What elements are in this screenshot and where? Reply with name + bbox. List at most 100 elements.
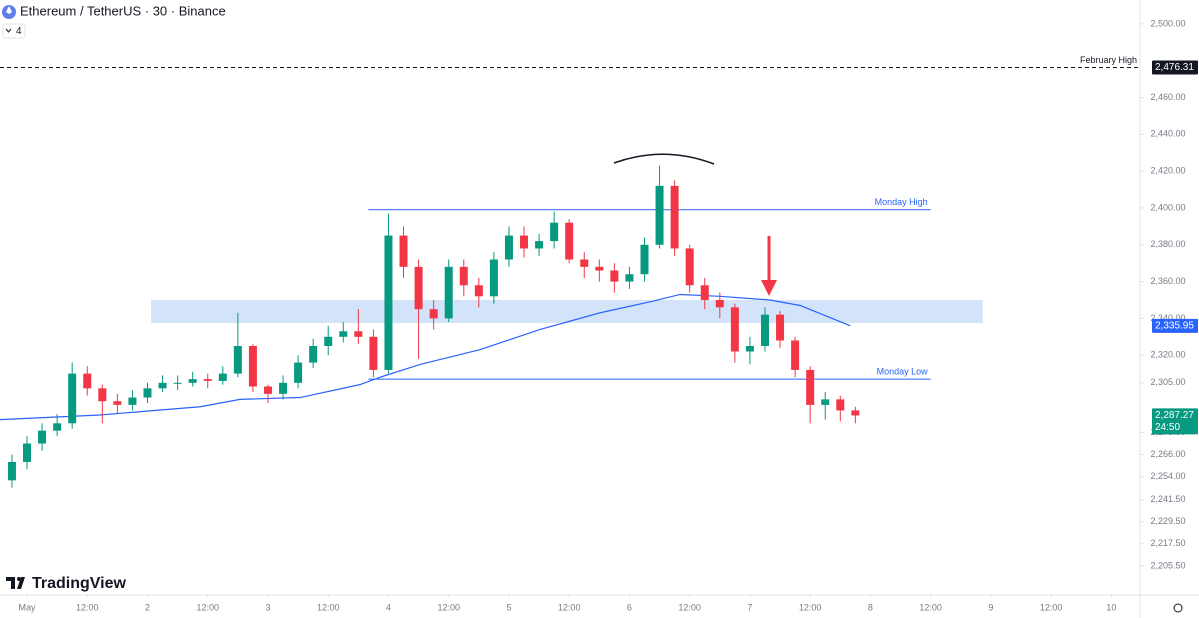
indicator-toggle[interactable]: [2, 23, 26, 39]
candle-body: [309, 345, 318, 363]
price-tag-label: 2,476.31: [1155, 62, 1194, 73]
candle-body: [685, 248, 694, 286]
x-tick-label: 12:00: [919, 602, 942, 612]
candle-body: [369, 336, 378, 370]
candle-body: [730, 307, 739, 352]
eth-glyph: [6, 6, 12, 14]
y-tick-label: 2,380.00: [1150, 239, 1185, 249]
y-tick-label: 2,266.00: [1150, 449, 1185, 459]
axes: 2,500.00 2,460.00 2,440.00 2,420.00 2,400.00…: [0, 18, 1199, 612]
x-tick-label: 12:00: [76, 602, 99, 612]
candle-body: [459, 266, 468, 286]
candle-body: [113, 401, 122, 405]
candle-body: [339, 331, 348, 337]
candle-body: [550, 222, 559, 242]
candle-body: [173, 382, 182, 384]
candle-body: [489, 259, 498, 297]
x-tick-label: 3: [265, 602, 270, 612]
candle-body: [98, 388, 107, 402]
y-tick-label: 2,400.00: [1150, 202, 1185, 212]
arrow-head: [761, 280, 777, 296]
candle-body: [354, 331, 363, 337]
candle-body: [760, 314, 769, 346]
candle-body: [248, 345, 257, 387]
y-tick-label: 2,340.00: [1150, 313, 1185, 323]
candle-body: [218, 373, 227, 381]
price-tag-label: 2,335.95: [1155, 320, 1194, 331]
candle-body: [776, 314, 785, 341]
candle-body: [640, 244, 649, 275]
chevron: [5, 28, 12, 33]
countdown: 24:50: [1155, 422, 1180, 433]
x-tick-label: 6: [627, 602, 632, 612]
candle-body: [535, 241, 544, 249]
candle-body: [520, 235, 529, 249]
x-tick-label: 4: [386, 602, 391, 612]
candle-body: [670, 185, 679, 249]
x-tick-label: 2: [145, 602, 150, 612]
candle-body: [279, 382, 288, 394]
candle-body: [444, 266, 453, 319]
y-tick-label: 2,305.00: [1150, 377, 1185, 387]
candle-body: [806, 369, 815, 405]
candle-body: [565, 222, 574, 260]
level-label: Monday Low: [877, 366, 929, 376]
candle-body: [7, 461, 16, 481]
x-tick-label: 12:00: [678, 602, 701, 612]
candle-body: [836, 399, 845, 411]
candle-body: [580, 259, 589, 267]
chart-title: Ethereum / TetherUS · 30 · Binance: [20, 3, 226, 18]
x-tick-label: 9: [988, 602, 993, 612]
y-tick-label: 2,360.00: [1150, 276, 1185, 286]
candle-body: [595, 266, 604, 271]
candle-body: [655, 185, 664, 245]
level-label: February High: [1080, 55, 1137, 65]
candle-body: [143, 388, 152, 398]
candle-body: [625, 274, 634, 282]
price-tag: [1152, 60, 1198, 75]
x-tick-label: 5: [506, 602, 511, 612]
y-tick-label: 2,241.50: [1150, 494, 1185, 504]
zone: [151, 299, 983, 323]
candle-body: [23, 443, 32, 462]
candle-body: [700, 285, 709, 300]
y-tick-label: 2,205.50: [1150, 560, 1185, 570]
candle-body: [294, 362, 303, 383]
candle-body: [715, 299, 724, 308]
candle-body: [821, 399, 830, 405]
candle-body: [203, 379, 212, 381]
y-tick-label: 2,254.00: [1150, 471, 1185, 481]
candle-body: [851, 410, 860, 416]
tv-logo-dot: [17, 577, 21, 581]
x-tick-label: 12:00: [558, 602, 581, 612]
y-tick-label: 2,217.50: [1150, 538, 1185, 548]
y-tick-label: 2,440.00: [1150, 129, 1185, 139]
candle-body: [83, 373, 92, 389]
y-tick-label: 2,420.00: [1150, 166, 1185, 176]
y-tick-label: 2,460.00: [1150, 92, 1185, 102]
price-tag: [1152, 408, 1198, 435]
x-tick-label: 7: [747, 602, 752, 612]
x-tick-label: 10: [1106, 602, 1116, 612]
candle-body: [414, 266, 423, 310]
moving-average: [0, 293, 851, 421]
y-tick-label: 2,500.00: [1150, 18, 1185, 28]
candle-body: [399, 235, 408, 267]
candle-body: [324, 336, 333, 346]
candle-body: [429, 309, 438, 319]
settings-ring: [1173, 603, 1183, 613]
candle-body: [233, 345, 242, 374]
candle-body: [68, 373, 77, 424]
price-tag: [1152, 318, 1198, 333]
top-arc: [613, 153, 715, 165]
candle-body: [53, 423, 62, 431]
candle-body: [504, 235, 513, 260]
candle-body: [38, 430, 47, 444]
y-tick-label: 2,320.00: [1150, 350, 1185, 360]
x-tick-label: 12:00: [1040, 602, 1063, 612]
candle-body: [791, 340, 800, 370]
settings-icon[interactable]: [1173, 603, 1183, 613]
candle-body: [263, 386, 272, 394]
candle-body: [745, 345, 754, 352]
